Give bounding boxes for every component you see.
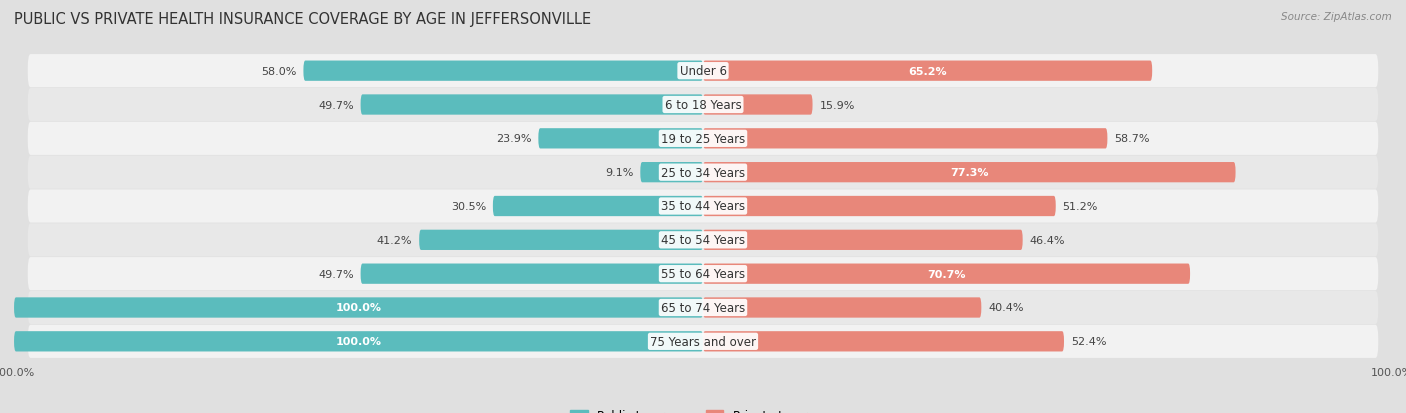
Text: 58.7%: 58.7% <box>1115 134 1150 144</box>
Text: 49.7%: 49.7% <box>318 100 354 110</box>
Text: Source: ZipAtlas.com: Source: ZipAtlas.com <box>1281 12 1392 22</box>
Text: 45 to 54 Years: 45 to 54 Years <box>661 234 745 247</box>
Text: PUBLIC VS PRIVATE HEALTH INSURANCE COVERAGE BY AGE IN JEFFERSONVILLE: PUBLIC VS PRIVATE HEALTH INSURANCE COVER… <box>14 12 591 27</box>
FancyBboxPatch shape <box>703 129 1108 149</box>
Text: 65.2%: 65.2% <box>908 66 946 76</box>
FancyBboxPatch shape <box>14 298 703 318</box>
FancyBboxPatch shape <box>703 230 1022 250</box>
FancyBboxPatch shape <box>28 257 1378 290</box>
Text: 55 to 64 Years: 55 to 64 Years <box>661 268 745 280</box>
Text: 100.0%: 100.0% <box>336 337 381 347</box>
Text: 30.5%: 30.5% <box>451 202 486 211</box>
FancyBboxPatch shape <box>703 196 1056 217</box>
Text: 9.1%: 9.1% <box>605 168 634 178</box>
FancyBboxPatch shape <box>703 264 1189 284</box>
Text: Under 6: Under 6 <box>679 65 727 78</box>
FancyBboxPatch shape <box>28 190 1378 223</box>
Text: 35 to 44 Years: 35 to 44 Years <box>661 200 745 213</box>
FancyBboxPatch shape <box>494 196 703 217</box>
Text: 100.0%: 100.0% <box>336 303 381 313</box>
FancyBboxPatch shape <box>538 129 703 149</box>
Text: 70.7%: 70.7% <box>928 269 966 279</box>
FancyBboxPatch shape <box>28 325 1378 358</box>
Text: 25 to 34 Years: 25 to 34 Years <box>661 166 745 179</box>
FancyBboxPatch shape <box>28 224 1378 257</box>
Text: 49.7%: 49.7% <box>318 269 354 279</box>
FancyBboxPatch shape <box>419 230 703 250</box>
Text: 51.2%: 51.2% <box>1063 202 1098 211</box>
FancyBboxPatch shape <box>703 62 1152 82</box>
FancyBboxPatch shape <box>703 163 1236 183</box>
FancyBboxPatch shape <box>703 95 813 115</box>
Text: 6 to 18 Years: 6 to 18 Years <box>665 99 741 112</box>
Text: 65 to 74 Years: 65 to 74 Years <box>661 301 745 314</box>
Text: 77.3%: 77.3% <box>950 168 988 178</box>
FancyBboxPatch shape <box>360 95 703 115</box>
Text: 23.9%: 23.9% <box>496 134 531 144</box>
FancyBboxPatch shape <box>28 89 1378 122</box>
Text: 52.4%: 52.4% <box>1071 337 1107 347</box>
FancyBboxPatch shape <box>28 291 1378 324</box>
Text: 40.4%: 40.4% <box>988 303 1024 313</box>
Text: 46.4%: 46.4% <box>1029 235 1066 245</box>
FancyBboxPatch shape <box>28 123 1378 156</box>
FancyBboxPatch shape <box>360 264 703 284</box>
FancyBboxPatch shape <box>28 156 1378 189</box>
Legend: Public Insurance, Private Insurance: Public Insurance, Private Insurance <box>565 404 841 413</box>
FancyBboxPatch shape <box>14 331 703 351</box>
FancyBboxPatch shape <box>703 331 1064 351</box>
FancyBboxPatch shape <box>640 163 703 183</box>
Text: 75 Years and over: 75 Years and over <box>650 335 756 348</box>
Text: 15.9%: 15.9% <box>820 100 855 110</box>
FancyBboxPatch shape <box>304 62 703 82</box>
FancyBboxPatch shape <box>28 55 1378 88</box>
Text: 19 to 25 Years: 19 to 25 Years <box>661 133 745 145</box>
FancyBboxPatch shape <box>703 298 981 318</box>
Text: 41.2%: 41.2% <box>377 235 412 245</box>
Text: 58.0%: 58.0% <box>262 66 297 76</box>
